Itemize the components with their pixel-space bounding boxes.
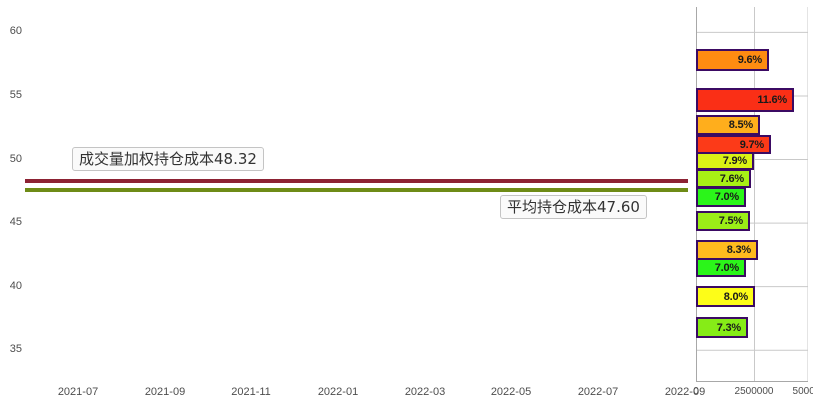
volume-bar-label: 9.7%	[739, 138, 764, 151]
x-tick-label: 2021-07	[57, 386, 99, 398]
x-tick-label: 2022-05	[490, 386, 532, 398]
volume-bar-label: 7.6%	[719, 172, 744, 185]
x-tick-label: 2022-01	[317, 386, 359, 398]
y-tick-label: 50	[9, 152, 22, 165]
y-tick-label: 40	[9, 279, 22, 292]
volume-distribution-panel: 9.6% 11.6% 8.5% 9.7% 7.9% 7.6% 7.0% 7.5% 8.3% 7.0…	[696, 7, 808, 382]
x-tick-label: 2022-09	[664, 386, 706, 398]
volume-bar-label: 7.5%	[718, 215, 743, 227]
volume-bar[interactable]: 7.0%	[696, 187, 746, 207]
annotation-average-cost: 平均持仓成本47.60	[500, 195, 647, 219]
volume-bar-label: 8.0%	[723, 290, 748, 303]
x-tick-label: 2022-03	[404, 386, 446, 398]
volume-bar-label: 9.6%	[737, 54, 762, 66]
volume-bar[interactable]: 7.0%	[696, 258, 746, 277]
y-tick-label: 45	[9, 216, 22, 229]
volume-weighted-cost-line	[25, 178, 688, 183]
volume-bar[interactable]: 7.6%	[696, 169, 751, 188]
volume-bar[interactable]: 11.6%	[696, 88, 794, 112]
volume-bar-label: 8.5%	[728, 119, 753, 131]
volume-bar[interactable]: 7.9%	[696, 152, 754, 170]
x-tick-label: 2021-09	[144, 386, 186, 398]
volume-x-tick-label: 2500000	[734, 386, 774, 397]
volume-bar[interactable]: 7.5%	[696, 211, 750, 231]
y-tick-label: 55	[9, 88, 22, 101]
volume-bar-label: 8.3%	[726, 244, 751, 256]
volume-x-tick-label: 0	[693, 386, 699, 397]
volume-bar[interactable]: 8.0%	[696, 286, 755, 307]
volume-bar-label: 7.0%	[714, 261, 739, 274]
volume-bar-label: 7.0%	[714, 191, 739, 203]
x-tick-label: 2022-07	[577, 386, 619, 398]
y-tick-label: 35	[9, 343, 22, 356]
volume-bar-label: 7.3%	[716, 321, 741, 334]
annotation-volume-weighted-cost: 成交量加权持仓成本48.32	[72, 147, 264, 171]
volume-bar[interactable]: 8.3%	[696, 240, 758, 260]
volume-x-tick-label: 5000000	[792, 386, 813, 397]
y-tick-label: 60	[9, 25, 22, 38]
volume-bar-label: 11.6%	[757, 94, 787, 106]
volume-bar[interactable]: 7.3%	[696, 317, 748, 338]
price-plot-background	[25, 7, 688, 382]
x-tick-label: 2021-11	[231, 386, 271, 398]
volume-bar[interactable]: 8.5%	[696, 115, 760, 135]
average-cost-line	[25, 188, 688, 193]
volume-bar[interactable]: 9.6%	[696, 49, 769, 71]
volume-bar-label: 7.9%	[722, 155, 747, 167]
